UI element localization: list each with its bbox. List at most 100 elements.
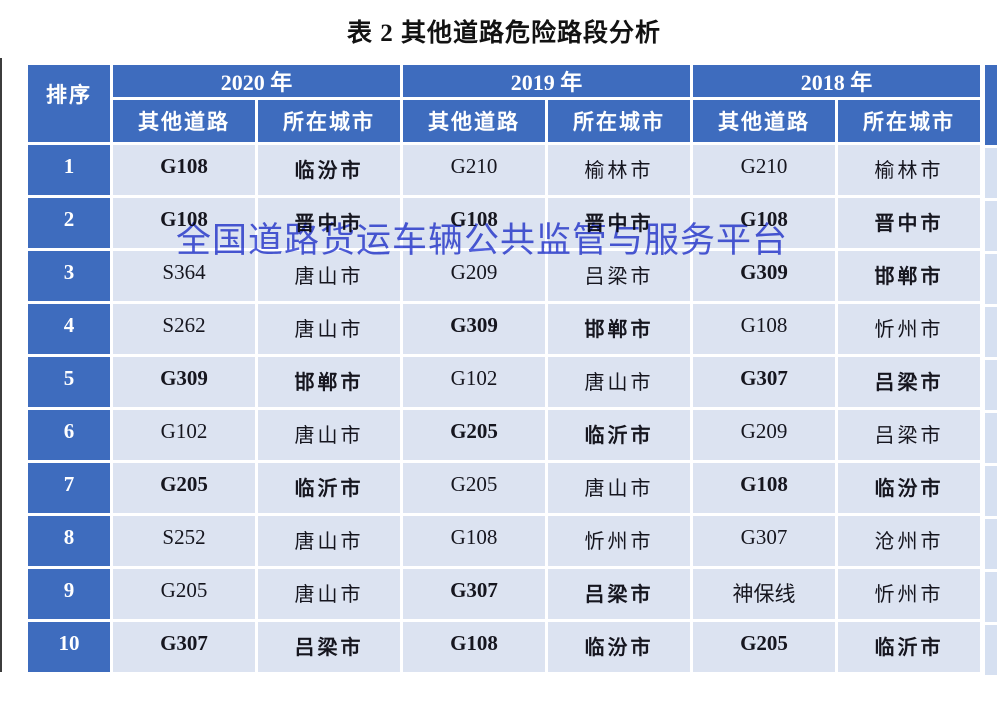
road-cell: G209: [403, 251, 545, 301]
city-cell: 吕梁市: [548, 569, 690, 619]
city-cell: 唐山市: [258, 516, 400, 566]
year-2018-header: 2018 年: [693, 65, 980, 97]
road-cell: G205: [113, 463, 255, 513]
subcolumn-header-row: 其他道路 所在城市 其他道路 所在城市 其他道路 所在城市: [28, 100, 980, 142]
sliver-row-segment: [985, 413, 997, 463]
city-cell: 唐山市: [258, 569, 400, 619]
road-cell: G307: [693, 357, 835, 407]
table-row: 2 G108 晋中市 G108 晋中市 G108 晋中市: [28, 198, 980, 248]
road-cell: S364: [113, 251, 255, 301]
road-cell: G108: [693, 198, 835, 248]
table-body: 1 G108 临汾市 G210 榆林市 G210 榆林市 2 G108 晋中市 G108 晋中市 G10…: [28, 145, 980, 672]
col-header-road-2020: 其他道路: [113, 100, 255, 142]
road-cell: G307: [113, 622, 255, 672]
sliver-row-segment: [985, 466, 997, 516]
table-row: 3 S364 唐山市 G209 吕梁市 G309 邯郸市: [28, 251, 980, 301]
sliver-row-segment: [985, 307, 997, 357]
city-cell: 榆林市: [838, 145, 980, 195]
rank-cell: 1: [28, 145, 110, 195]
road-cell: G205: [403, 410, 545, 460]
col-header-city-2020: 所在城市: [258, 100, 400, 142]
city-cell: 忻州市: [548, 516, 690, 566]
city-cell: 临汾市: [258, 145, 400, 195]
col-header-city-2019: 所在城市: [548, 100, 690, 142]
rank-cell: 7: [28, 463, 110, 513]
road-cell: G205: [113, 569, 255, 619]
rank-cell: 6: [28, 410, 110, 460]
city-cell: 临汾市: [548, 622, 690, 672]
city-cell: 唐山市: [258, 410, 400, 460]
table-row: 4 S262 唐山市 G309 邯郸市 G108 忻州市: [28, 304, 980, 354]
road-cell: S252: [113, 516, 255, 566]
table-row: 10 G307 吕梁市 G108 临汾市 G205 临沂市: [28, 622, 980, 672]
rank-column-header: 排序: [28, 65, 110, 142]
city-cell: 晋中市: [258, 198, 400, 248]
city-cell: 临沂市: [548, 410, 690, 460]
road-cell: G108: [403, 622, 545, 672]
sliver-row-segment: [985, 201, 997, 251]
table-row: 1 G108 临汾市 G210 榆林市 G210 榆林市: [28, 145, 980, 195]
road-cell: G309: [113, 357, 255, 407]
road-cell: G108: [113, 145, 255, 195]
road-cell: G205: [403, 463, 545, 513]
road-cell: G205: [693, 622, 835, 672]
cutoff-column-sliver: [985, 65, 997, 680]
rank-cell: 4: [28, 304, 110, 354]
road-cell: G108: [403, 516, 545, 566]
table-row: 8 S252 唐山市 G108 忻州市 G307 沧州市: [28, 516, 980, 566]
table-row: 9 G205 唐山市 G307 吕梁市 神保线 忻州市: [28, 569, 980, 619]
city-cell: 唐山市: [548, 357, 690, 407]
city-cell: 榆林市: [548, 145, 690, 195]
sliver-row-segment: [985, 360, 997, 410]
road-cell: G108: [693, 463, 835, 513]
rank-cell: 9: [28, 569, 110, 619]
city-cell: 忻州市: [838, 569, 980, 619]
table-header: 排序 2020 年 2019 年 2018 年 其他道路 所在城市 其他道路 所…: [28, 65, 980, 142]
sliver-row-segment: [985, 254, 997, 304]
watermark-text: 全国道路货运车辆公共监管与服务平台: [176, 221, 789, 260]
rank-cell: 3: [28, 251, 110, 301]
road-cell: S262: [113, 304, 255, 354]
sliver-row-segment: [985, 148, 997, 198]
road-cell: G307: [403, 569, 545, 619]
city-cell: 临沂市: [838, 622, 980, 672]
city-cell: 邯郸市: [548, 304, 690, 354]
city-cell: 临沂市: [258, 463, 400, 513]
sliver-row-segment: [985, 572, 997, 622]
sliver-header-segment: [985, 65, 997, 145]
year-2019-header: 2019 年: [403, 65, 690, 97]
road-cell: G108: [403, 198, 545, 248]
road-cell: 神保线: [693, 569, 835, 619]
road-cell: G309: [403, 304, 545, 354]
city-cell: 唐山市: [258, 304, 400, 354]
col-header-road-2019: 其他道路: [403, 100, 545, 142]
year-header-row: 排序 2020 年 2019 年 2018 年: [28, 65, 980, 142]
city-cell: 吕梁市: [838, 410, 980, 460]
city-cell: 晋中市: [548, 198, 690, 248]
col-header-road-2018: 其他道路: [693, 100, 835, 142]
rank-cell: 2: [28, 198, 110, 248]
road-cell: G210: [693, 145, 835, 195]
city-cell: 临汾市: [838, 463, 980, 513]
sliver-row-segment: [985, 625, 997, 675]
year-2020-header: 2020 年: [113, 65, 400, 97]
city-cell: 吕梁市: [258, 622, 400, 672]
city-cell: 吕梁市: [838, 357, 980, 407]
city-cell: 唐山市: [258, 251, 400, 301]
table-row: 7 G205 临沂市 G205 唐山市 G108 临汾市: [28, 463, 980, 513]
left-edge-line: [0, 58, 2, 672]
danger-road-table: 排序 2020 年 2019 年 2018 年 其他道路 所在城市 其他道路 所…: [25, 62, 983, 675]
city-cell: 晋中市: [838, 198, 980, 248]
city-cell: 唐山市: [548, 463, 690, 513]
road-cell: G102: [403, 357, 545, 407]
road-cell: G309: [693, 251, 835, 301]
sliver-row-segment: [985, 519, 997, 569]
city-cell: 邯郸市: [258, 357, 400, 407]
rank-cell: 10: [28, 622, 110, 672]
table-row: 6 G102 唐山市 G205 临沂市 G209 吕梁市: [28, 410, 980, 460]
rank-cell: 8: [28, 516, 110, 566]
road-cell: G307: [693, 516, 835, 566]
road-cell: G108: [113, 198, 255, 248]
city-cell: 邯郸市: [838, 251, 980, 301]
road-cell: G209: [693, 410, 835, 460]
